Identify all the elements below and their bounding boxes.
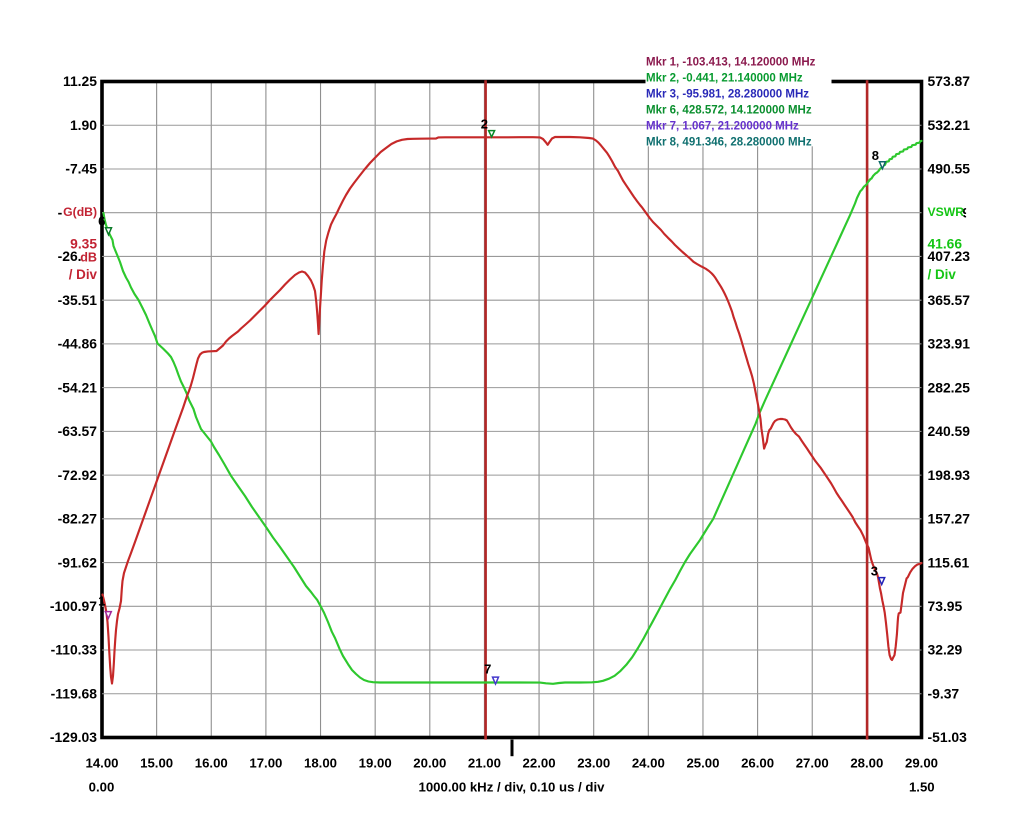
svg-text:-110.33: -110.33 — [51, 642, 98, 658]
svg-text:-44.86: -44.86 — [58, 336, 98, 352]
svg-text:-82.27: -82.27 — [58, 511, 98, 527]
svg-text:240.59: 240.59 — [928, 423, 971, 439]
svg-text:Mkr 8, 491.346, 28.280000 MHz: Mkr 8, 491.346, 28.280000 MHz — [646, 137, 812, 149]
svg-text:28.00: 28.00 — [850, 756, 883, 771]
svg-text:0.00: 0.00 — [89, 780, 115, 795]
svg-text:-35.51: -35.51 — [58, 292, 98, 308]
svg-text:323.91: 323.91 — [928, 336, 971, 352]
svg-text:-100.97: -100.97 — [50, 598, 97, 614]
svg-text:-9.37: -9.37 — [928, 685, 960, 701]
svg-text:1.90: 1.90 — [70, 117, 97, 133]
svg-text:-91.62: -91.62 — [58, 554, 98, 570]
svg-text:26.00: 26.00 — [741, 756, 774, 771]
svg-text:9.35: 9.35 — [70, 237, 97, 252]
svg-text:14.00: 14.00 — [85, 756, 118, 771]
svg-text:3: 3 — [871, 564, 878, 579]
svg-text:Mkr 3, -95.981, 28.280000 MHz: Mkr 3, -95.981, 28.280000 MHz — [646, 89, 809, 101]
svg-text:490.55: 490.55 — [928, 161, 971, 177]
svg-text:-119.68: -119.68 — [51, 685, 98, 701]
svg-text:11.25: 11.25 — [63, 73, 97, 89]
svg-text:Mkr 1, -103.413, 14.120000 MHz: Mkr 1, -103.413, 14.120000 MHz — [646, 57, 816, 69]
svg-text:21.00: 21.00 — [468, 756, 501, 771]
svg-text:448.89: 448.89 — [928, 204, 971, 220]
svg-text:1.50: 1.50 — [909, 780, 935, 795]
svg-text:365.57: 365.57 — [928, 292, 971, 308]
svg-text:73.95: 73.95 — [928, 598, 963, 614]
svg-text:198.93: 198.93 — [928, 467, 971, 483]
svg-text:41.66: 41.66 — [928, 237, 963, 252]
svg-text:532.21: 532.21 — [928, 117, 971, 133]
svg-text:-63.57: -63.57 — [58, 423, 98, 439]
svg-text:15.00: 15.00 — [140, 756, 173, 771]
svg-text:-54.21: -54.21 — [58, 379, 98, 395]
svg-text:32.29: 32.29 — [928, 642, 963, 658]
svg-text:1000.00 kHz / div, 0.10 us / d: 1000.00 kHz / div, 0.10 us / div — [419, 780, 606, 795]
svg-text:-26.16: -26.16 — [58, 248, 98, 264]
svg-text:Mkr 6, 428.572, 14.120000 MHz: Mkr 6, 428.572, 14.120000 MHz — [646, 105, 812, 117]
svg-text:/ Div: / Div — [69, 267, 98, 282]
svg-text:-16.81: -16.81 — [58, 204, 98, 220]
svg-text:115.61: 115.61 — [928, 554, 970, 570]
svg-text:23.00: 23.00 — [577, 756, 610, 771]
svg-text:6: 6 — [98, 214, 105, 229]
svg-text:20.00: 20.00 — [413, 756, 446, 771]
svg-text:407.23: 407.23 — [928, 248, 971, 264]
svg-text:G(dB): G(dB) — [63, 205, 97, 219]
svg-text:-72.92: -72.92 — [58, 467, 98, 483]
svg-text:24.00: 24.00 — [632, 756, 665, 771]
svg-text:19.00: 19.00 — [359, 756, 392, 771]
svg-text:157.27: 157.27 — [928, 511, 971, 527]
svg-text:18.00: 18.00 — [304, 756, 337, 771]
svg-text:17.00: 17.00 — [249, 756, 282, 771]
svg-text:16.00: 16.00 — [195, 756, 228, 771]
svg-text:25.00: 25.00 — [686, 756, 719, 771]
svg-text:Mkr 7, 1.067, 21.200000 MHz: Mkr 7, 1.067, 21.200000 MHz — [646, 121, 799, 133]
svg-text:573.87: 573.87 — [928, 73, 971, 89]
svg-text:7: 7 — [484, 662, 491, 677]
svg-text:-51.03: -51.03 — [928, 729, 968, 745]
svg-text:8: 8 — [872, 148, 879, 163]
svg-text:-129.03: -129.03 — [50, 729, 97, 745]
svg-text:22.00: 22.00 — [523, 756, 556, 771]
svg-text:/ Div: / Div — [928, 267, 957, 282]
svg-text:2: 2 — [481, 117, 488, 132]
svg-text:282.25: 282.25 — [928, 379, 971, 395]
svg-text:Mkr 2, -0.441, 21.140000 MHz: Mkr 2, -0.441, 21.140000 MHz — [646, 73, 803, 85]
svg-text:dB: dB — [80, 251, 97, 265]
svg-text:1: 1 — [98, 594, 105, 609]
svg-text:VSWR: VSWR — [928, 205, 965, 219]
svg-text:-7.45: -7.45 — [65, 161, 97, 177]
svg-text:27.00: 27.00 — [796, 756, 829, 771]
svg-text:29.00: 29.00 — [905, 756, 938, 771]
